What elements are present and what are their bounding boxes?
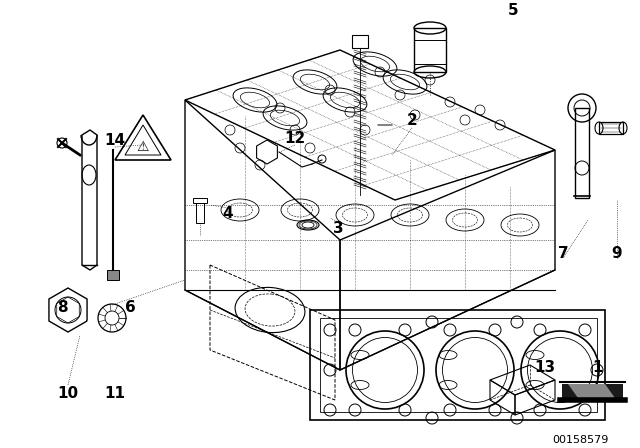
Text: 13: 13 bbox=[534, 359, 556, 375]
Text: 3: 3 bbox=[333, 220, 343, 236]
Polygon shape bbox=[568, 384, 615, 398]
Text: 6: 6 bbox=[125, 300, 136, 314]
Text: 9: 9 bbox=[612, 246, 622, 260]
Text: 12: 12 bbox=[284, 130, 306, 146]
Text: 2: 2 bbox=[406, 112, 417, 128]
Text: 14: 14 bbox=[104, 133, 125, 147]
Polygon shape bbox=[107, 270, 119, 280]
Polygon shape bbox=[562, 384, 623, 398]
Text: ⚠: ⚠ bbox=[137, 140, 149, 154]
Text: 4: 4 bbox=[223, 206, 234, 220]
Text: 8: 8 bbox=[57, 300, 67, 314]
Text: 5: 5 bbox=[508, 3, 518, 17]
Text: 10: 10 bbox=[58, 385, 79, 401]
Text: 7: 7 bbox=[557, 246, 568, 260]
Text: 11: 11 bbox=[104, 385, 125, 401]
Text: 00158579: 00158579 bbox=[552, 435, 608, 445]
Text: 1: 1 bbox=[593, 359, 604, 375]
